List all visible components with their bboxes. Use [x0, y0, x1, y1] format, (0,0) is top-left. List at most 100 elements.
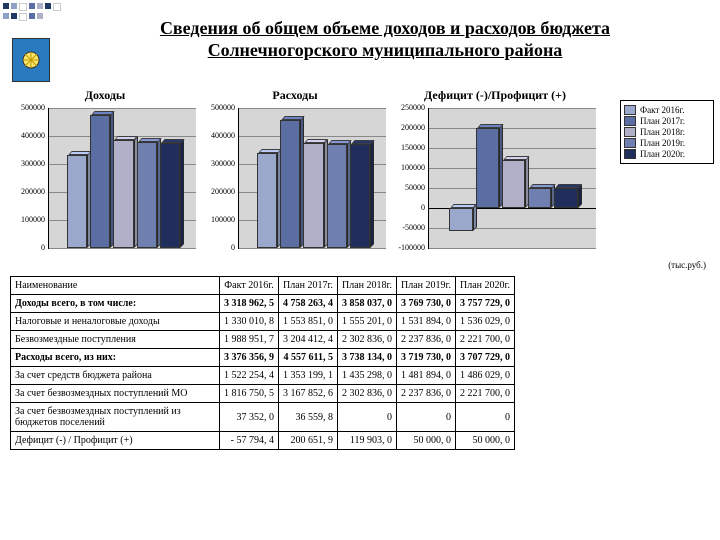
ytick: 0 [9, 244, 45, 252]
legend-item: Факт 2016г. [624, 105, 710, 115]
col-header: Факт 2016г. [220, 277, 279, 295]
bar [137, 142, 157, 248]
bar [67, 155, 87, 248]
bar [528, 188, 551, 208]
ytick: 250000 [389, 104, 425, 112]
table-body: Доходы всего, в том числе:3 318 962, 54 … [11, 295, 515, 450]
row-value: 50 000, 0 [397, 432, 456, 450]
ytick: 200000 [389, 124, 425, 132]
bar [280, 120, 300, 248]
legend-swatch [624, 116, 636, 126]
row-value: 3 204 412, 4 [279, 331, 338, 349]
title-line-2: Солнечногорского муниципального района [208, 40, 563, 60]
legend-label: План 2017г. [640, 116, 685, 126]
row-value: 37 352, 0 [220, 403, 279, 432]
legend-label: Факт 2016г. [640, 105, 684, 115]
row-value: 4 758 263, 4 [279, 295, 338, 313]
ytick: 200000 [9, 188, 45, 196]
row-value: 2 221 700, 0 [456, 385, 515, 403]
bar [554, 188, 577, 208]
table-row: Налоговые и неналоговые доходы1 330 010,… [11, 313, 515, 331]
col-header: План 2017г. [279, 277, 338, 295]
row-value: 1 435 298, 0 [338, 367, 397, 385]
ytick: 50000 [389, 184, 425, 192]
col-header: План 2020г. [456, 277, 515, 295]
ytick: 200000 [199, 188, 235, 196]
row-value: 1 553 851, 0 [279, 313, 338, 331]
row-value: 0 [338, 403, 397, 432]
legend-item: План 2017г. [624, 116, 710, 126]
page-title: Сведения об общем объеме доходов и расхо… [60, 18, 710, 61]
row-value: 1 481 894, 0 [397, 367, 456, 385]
bar [502, 160, 525, 208]
col-header: Наименование [11, 277, 220, 295]
table-row: Доходы всего, в том числе:3 318 962, 54 … [11, 295, 515, 313]
row-value: 3 318 962, 5 [220, 295, 279, 313]
table-row: За счет безвозмездных поступлений из бюд… [11, 403, 515, 432]
ytick: -100000 [389, 244, 425, 252]
legend-label: План 2018г. [640, 127, 685, 137]
corner-decoration [2, 2, 62, 22]
table-row: Безвозмездные поступления1 988 951, 73 2… [11, 331, 515, 349]
chart-title: Расходы [200, 88, 390, 103]
row-label: Расходы всего, из них: [11, 349, 220, 367]
row-value: 4 557 611, 5 [279, 349, 338, 367]
row-value: 0 [456, 403, 515, 432]
ytick: 300000 [9, 160, 45, 168]
row-label: Дефицит (-) / Профицит (+) [11, 432, 220, 450]
ytick: 500000 [9, 104, 45, 112]
row-value: 1 330 010, 8 [220, 313, 279, 331]
bar [160, 143, 180, 248]
legend-swatch [624, 105, 636, 115]
bar [303, 143, 323, 248]
row-value: 0 [397, 403, 456, 432]
chart-Дефицит (-)/Профицит (+): Дефицит (-)/Профицит (+)-100000-50000050… [390, 88, 600, 258]
legend-label: План 2019г. [640, 138, 685, 148]
ytick: 400000 [199, 132, 235, 140]
ytick: 400000 [9, 132, 45, 140]
row-value: 2 302 836, 0 [338, 385, 397, 403]
legend-swatch [624, 138, 636, 148]
row-label: За счет безвозмездных поступлений МО [11, 385, 220, 403]
row-value: 3 376 356, 9 [220, 349, 279, 367]
ytick: 100000 [9, 216, 45, 224]
table-row: Расходы всего, из них:3 376 356, 94 557 … [11, 349, 515, 367]
row-label: За счет средств бюджета района [11, 367, 220, 385]
legend-item: План 2019г. [624, 138, 710, 148]
unit-label: (тыс.руб.) [668, 260, 706, 270]
row-label: За счет безвозмездных поступлений из бюд… [11, 403, 220, 432]
chart-title: Дефицит (-)/Профицит (+) [390, 88, 600, 103]
crest-logo [12, 38, 50, 82]
row-value: 1 816 750, 5 [220, 385, 279, 403]
row-value: 1 353 199, 1 [279, 367, 338, 385]
ytick: 300000 [199, 160, 235, 168]
row-value: 1 522 254, 4 [220, 367, 279, 385]
ytick: 0 [389, 204, 425, 212]
legend-item: План 2018г. [624, 127, 710, 137]
row-label: Налоговые и неналоговые доходы [11, 313, 220, 331]
legend-swatch [624, 127, 636, 137]
data-table: НаименованиеФакт 2016г.План 2017г. План 2… [10, 276, 515, 450]
row-value: 36 559, 8 [279, 403, 338, 432]
row-value: 200 651, 9 [279, 432, 338, 450]
bar [90, 115, 110, 248]
bar [113, 140, 133, 248]
ytick: 100000 [199, 216, 235, 224]
bar [257, 153, 277, 248]
ytick: 500000 [199, 104, 235, 112]
row-value: 2 302 836, 0 [338, 331, 397, 349]
row-value: 2 221 700, 0 [456, 331, 515, 349]
row-value: 1 988 951, 7 [220, 331, 279, 349]
charts-row: Доходы0100000200000300000400000500000Рас… [10, 88, 710, 258]
row-value: 3 858 037, 0 [338, 295, 397, 313]
row-value: 2 237 836, 0 [397, 385, 456, 403]
row-value: 119 903, 0 [338, 432, 397, 450]
ytick: 150000 [389, 144, 425, 152]
row-value: 50 000, 0 [456, 432, 515, 450]
row-value: 1 536 029, 0 [456, 313, 515, 331]
chart-Расходы: Расходы 0 100000 200000 300000 400000 500000 [200, 88, 390, 258]
row-label: Безвозмездные поступления [11, 331, 220, 349]
ytick: 0 [199, 244, 235, 252]
chart-Доходы: Доходы0100000200000300000400000500000 [10, 88, 200, 258]
chart-legend: Факт 2016г.План 2017г.План 2018г.План 20… [620, 100, 714, 164]
